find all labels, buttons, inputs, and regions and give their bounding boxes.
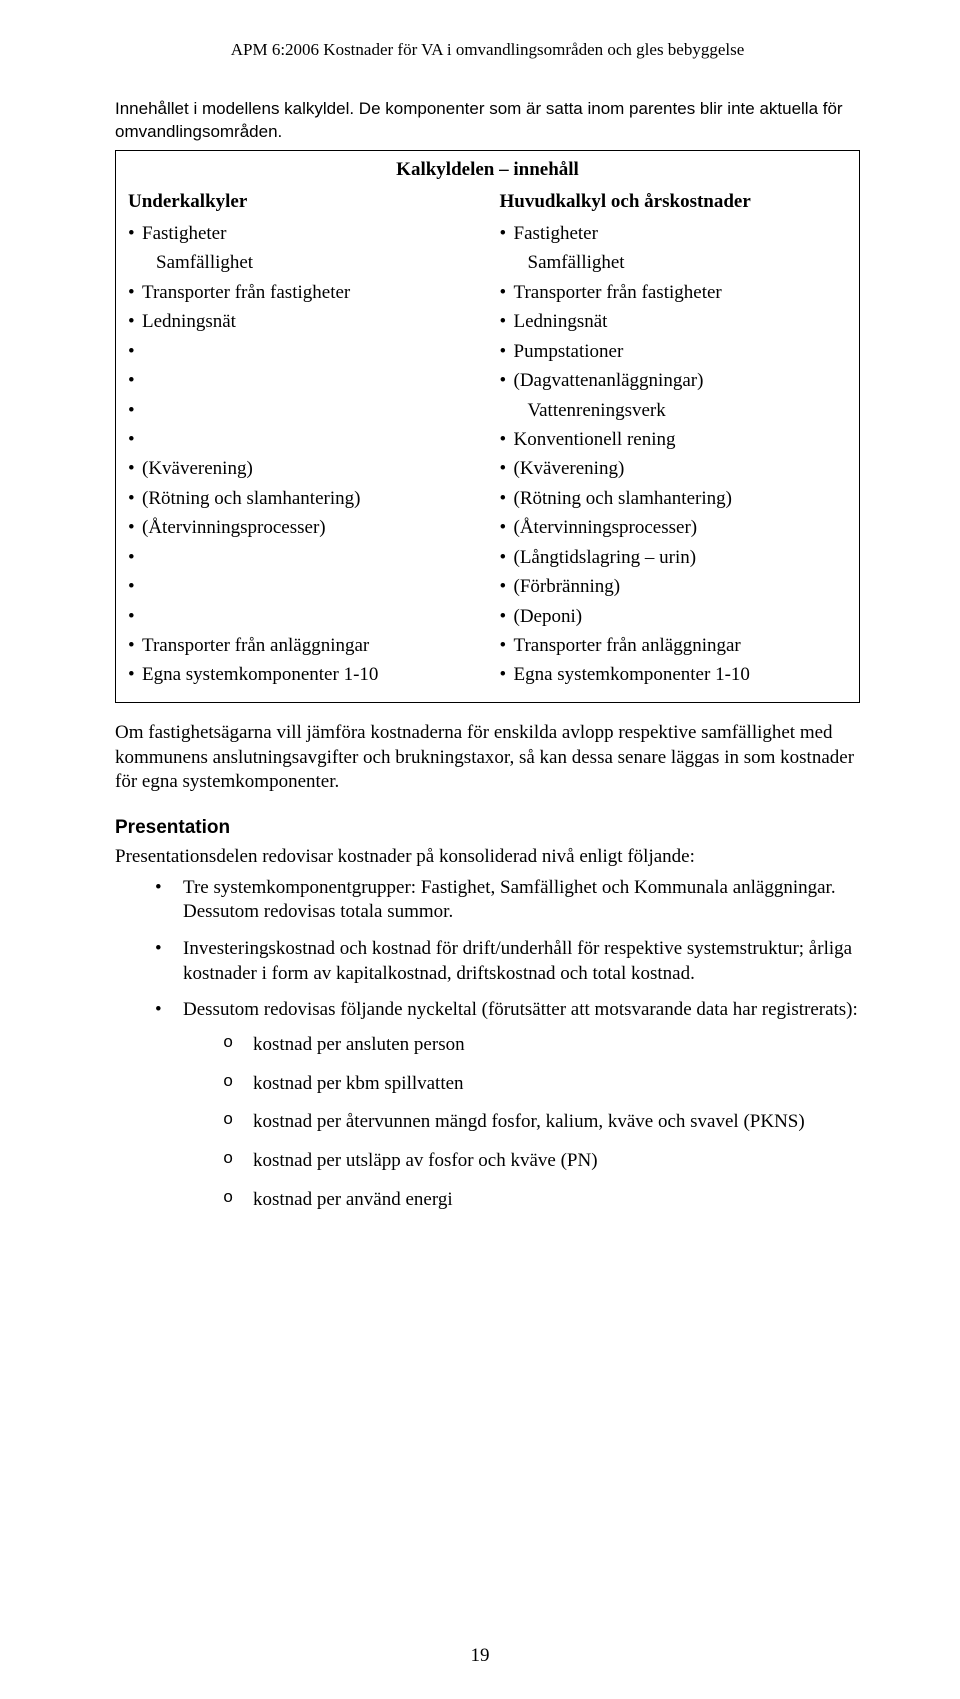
- list-item: Transporter från fastigheter: [500, 278, 848, 307]
- list-item: Dessutom redovisas följande nyckeltal (f…: [155, 998, 860, 1212]
- page-number: 19: [0, 1645, 960, 1667]
- list-item: kostnad per utsläpp av fosfor och kväve …: [223, 1149, 860, 1174]
- list-item: (Långtidslagring – urin): [500, 543, 848, 572]
- list-item: (Återvinningsprocesser): [500, 513, 848, 542]
- list-item: Investeringskostnad och kostnad för drif…: [155, 937, 860, 986]
- list-item: (Återvinningsprocesser): [128, 513, 476, 542]
- list-item: Ledningsnät: [500, 307, 848, 336]
- left-header: Underkalkyler: [128, 191, 476, 219]
- list-item: Fastigheter: [128, 219, 476, 248]
- list-item: [128, 396, 476, 425]
- list-item: (Förbränning): [500, 572, 848, 601]
- right-header: Huvudkalkyl och årskostnader: [500, 191, 848, 219]
- list-item: kostnad per ansluten person: [223, 1033, 860, 1058]
- list-item: Samfällighet: [128, 248, 476, 277]
- list-item: (Kväverening): [128, 454, 476, 483]
- kalkyl-table: Kalkyldelen – innehåll Underkalkyler Fas…: [115, 150, 860, 703]
- list-item: [128, 572, 476, 601]
- list-item: [128, 337, 476, 366]
- list-item: [128, 366, 476, 395]
- list-item: Tre systemkomponentgrupper: Fastighet, S…: [155, 876, 860, 925]
- list-item: kostnad per använd energi: [223, 1188, 860, 1213]
- presentation-sublist: kostnad per ansluten person kostnad per k…: [183, 1033, 860, 1212]
- list-item: [128, 602, 476, 631]
- table-title: Kalkyldelen – innehåll: [116, 150, 860, 185]
- list-item: Transporter från anläggningar: [128, 631, 476, 660]
- list-item: (Rötning och slamhantering): [128, 484, 476, 513]
- list-item: (Dagvattenanläggningar): [500, 366, 848, 395]
- list-item: Egna systemkomponenter 1-10: [128, 660, 476, 689]
- table-caption: Innehållet i modellens kalkyldel. De kom…: [115, 98, 860, 144]
- presentation-bullets: Tre systemkomponentgrupper: Fastighet, S…: [115, 876, 860, 1213]
- list-item: kostnad per kbm spillvatten: [223, 1072, 860, 1097]
- list-item: Ledningsnät: [128, 307, 476, 336]
- list-item: (Rötning och slamhantering): [500, 484, 848, 513]
- list-item: kostnad per återvunnen mängd fosfor, kal…: [223, 1110, 860, 1135]
- running-head: APM 6:2006 Kostnader för VA i omvandling…: [115, 40, 860, 60]
- list-item: Fastigheter: [500, 219, 848, 248]
- list-item: Vattenreningsverk: [500, 396, 848, 425]
- presentation-intro: Presentationsdelen redovisar kostnader p…: [115, 845, 860, 870]
- list-item: Konventionell rening: [500, 425, 848, 454]
- page: APM 6:2006 Kostnader för VA i omvandling…: [0, 0, 960, 1699]
- list-item: (Kväverening): [500, 454, 848, 483]
- list-item: Transporter från fastigheter: [128, 278, 476, 307]
- table-left-col: Underkalkyler FastigheterSamfällighetTra…: [116, 185, 488, 703]
- list-item: [128, 425, 476, 454]
- list-item: Samfällighet: [500, 248, 848, 277]
- list-item: Transporter från anläggningar: [500, 631, 848, 660]
- list-item: Pumpstationer: [500, 337, 848, 366]
- table-right-col: Huvudkalkyl och årskostnader Fastigheter…: [488, 185, 860, 703]
- right-list: FastigheterSamfällighetTransporter från …: [500, 219, 848, 690]
- list-item: Egna systemkomponenter 1-10: [500, 660, 848, 689]
- presentation-heading: Presentation: [115, 817, 860, 839]
- after-table-paragraph: Om fastighetsägarna vill jämföra kostnad…: [115, 721, 860, 795]
- list-item: [128, 543, 476, 572]
- left-list: FastigheterSamfällighetTransporter från …: [128, 219, 476, 690]
- list-item: (Deponi): [500, 602, 848, 631]
